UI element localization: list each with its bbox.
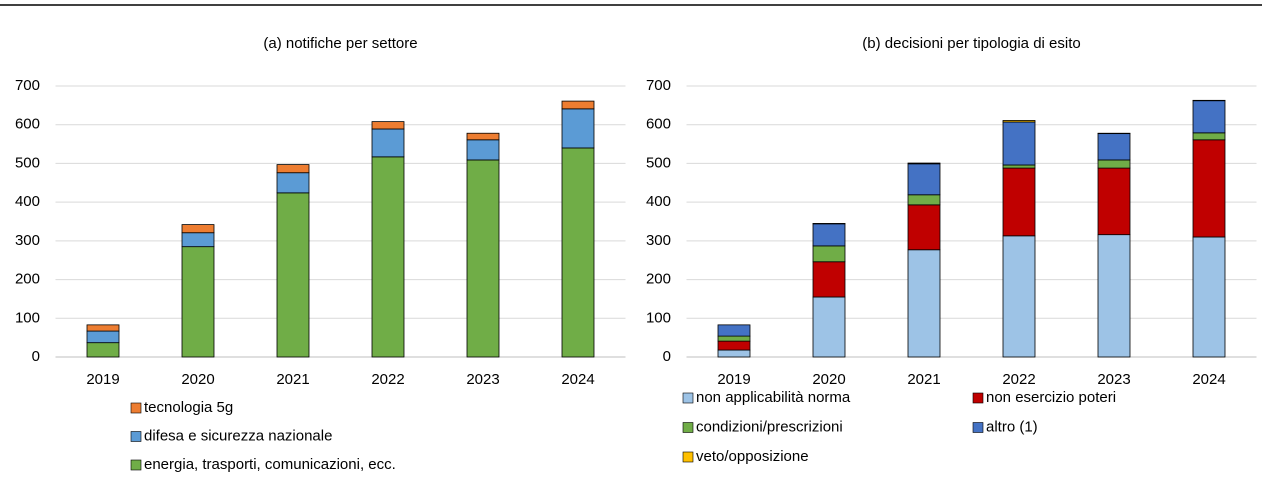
bar-segment (561, 100, 595, 110)
bar-segment (1097, 133, 1131, 161)
x-tick-label: 2023 (466, 371, 499, 388)
bar-segment (181, 232, 215, 248)
y-tick-label: 600 (646, 116, 671, 133)
legend-label: non applicabilità norma (696, 389, 851, 406)
legend-swatch (130, 459, 142, 471)
bar-segment (466, 139, 500, 161)
bar-segment (1192, 100, 1226, 134)
bar-segment (86, 324, 120, 332)
bar-segment (1192, 139, 1226, 238)
legend-label: condizioni/prescrizioni (696, 418, 843, 435)
bar-segment (276, 164, 310, 174)
y-tick-label: 0 (663, 348, 671, 365)
x-tick-label: 2019 (717, 371, 750, 388)
bar-segment (181, 246, 215, 358)
legend-label: veto/opposizione (696, 448, 809, 465)
bar-segment (812, 296, 846, 358)
bar-segment (1002, 235, 1036, 358)
legend-swatch (682, 422, 694, 433)
x-tick-label: 2021 (907, 371, 940, 388)
bar-segment (1002, 121, 1036, 166)
bar-segment (86, 330, 120, 344)
y-tick-label: 0 (32, 348, 40, 365)
y-tick-label: 100 (15, 309, 40, 326)
bar-segment (1097, 167, 1131, 236)
y-tick-label: 100 (646, 309, 671, 326)
legend-swatch (682, 392, 694, 404)
x-tick-label: 2022 (1002, 371, 1035, 388)
y-tick-label: 200 (646, 271, 671, 288)
bar-segment (1192, 236, 1226, 358)
bar-segment (276, 192, 310, 358)
x-tick-label: 2023 (1097, 371, 1130, 388)
bar-segment (1002, 167, 1036, 237)
bar-segment (717, 349, 751, 358)
x-tick-label: 2020 (812, 371, 845, 388)
bar-segment (907, 162, 941, 165)
legend-label: tecnologia 5g (144, 399, 233, 416)
bar-segment (466, 132, 500, 141)
x-tick-label: 2024 (1192, 371, 1225, 388)
legend-label: energia, trasporti, comunicazioni, ecc. (144, 456, 396, 473)
chart-title: (b) decisioni per tipologia di esito (862, 35, 1080, 52)
legend-label: difesa e sicurezza nazionale (144, 427, 332, 444)
bar-segment (717, 335, 751, 342)
bar-segment (371, 121, 405, 130)
bar-segment (1002, 164, 1036, 169)
y-tick-label: 500 (15, 154, 40, 171)
bar-segment (907, 194, 941, 206)
bar-segment (276, 172, 310, 194)
x-tick-label: 2019 (86, 371, 119, 388)
x-tick-label: 2020 (181, 371, 214, 388)
legend-swatch (972, 392, 984, 404)
y-tick-label: 400 (15, 193, 40, 210)
bar-segment (1097, 234, 1131, 358)
legend-swatch (682, 451, 694, 463)
y-tick-label: 300 (646, 232, 671, 249)
y-tick-label: 400 (646, 193, 671, 210)
bar-segment (561, 147, 595, 358)
bar-segment (371, 156, 405, 358)
y-tick-label: 300 (15, 232, 40, 249)
bar-segment (907, 249, 941, 358)
x-tick-label: 2022 (371, 371, 404, 388)
y-tick-label: 500 (646, 154, 671, 171)
bar-segment (181, 224, 215, 234)
y-tick-label: 600 (15, 116, 40, 133)
bar-segment (86, 342, 120, 358)
x-tick-label: 2024 (561, 371, 594, 388)
bar-segment (907, 204, 941, 251)
bar-segment (717, 340, 751, 351)
bar-segment (812, 245, 846, 263)
x-tick-label: 2021 (276, 371, 309, 388)
bar-segment (812, 223, 846, 247)
bar-segment (1002, 120, 1036, 123)
legend-swatch (972, 422, 984, 433)
bar-segment (1097, 159, 1131, 169)
legend-swatch (130, 431, 142, 442)
y-tick-label: 700 (646, 77, 671, 94)
bar-segment (561, 108, 595, 149)
y-tick-label: 700 (15, 77, 40, 94)
bar-segment (466, 159, 500, 358)
bar-segment (907, 163, 941, 196)
legend-label: non esercizio poteri (986, 389, 1116, 406)
legend-label: altro (1) (986, 418, 1038, 435)
legend-swatch (130, 402, 142, 414)
bar-segment (1192, 132, 1226, 141)
bar-segment (371, 128, 405, 158)
bar-segment (812, 261, 846, 298)
bar-segment (717, 324, 751, 337)
y-tick-label: 200 (15, 271, 40, 288)
chart-title: (a) notifiche per settore (263, 35, 417, 52)
